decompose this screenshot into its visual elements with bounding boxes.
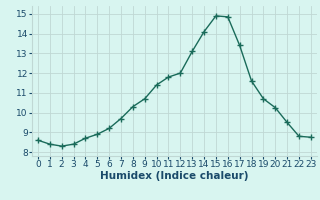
X-axis label: Humidex (Indice chaleur): Humidex (Indice chaleur) xyxy=(100,171,249,181)
